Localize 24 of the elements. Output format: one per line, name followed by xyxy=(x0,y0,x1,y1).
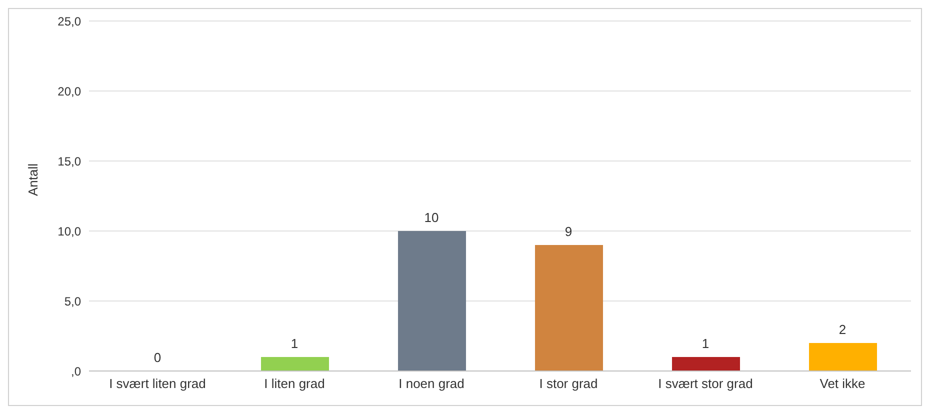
x-tick-label: I noen grad xyxy=(398,376,464,392)
data-label: 9 xyxy=(564,224,572,239)
data-label: 10 xyxy=(424,210,439,225)
x-tick-label: I svært liten grad xyxy=(109,376,206,392)
bar xyxy=(535,245,603,371)
bar xyxy=(809,343,877,371)
bar xyxy=(261,357,329,371)
x-tick-label: I stor grad xyxy=(539,376,598,392)
y-tick-label: 5,0 xyxy=(64,294,82,308)
x-tick-label: I liten grad xyxy=(264,376,325,392)
y-tick-label: 25,0 xyxy=(58,14,82,28)
bar xyxy=(398,231,466,371)
y-axis-title: Antall xyxy=(26,163,41,196)
y-tick-label: 15,0 xyxy=(58,154,82,168)
y-tick-label: 20,0 xyxy=(58,84,82,98)
y-tick-label: ,0 xyxy=(70,364,82,378)
data-label: 0 xyxy=(154,350,162,365)
y-tick-label: 10,0 xyxy=(58,224,82,238)
data-label: 2 xyxy=(838,322,846,337)
x-tick-label: I svært stor grad xyxy=(658,376,753,392)
data-label: 1 xyxy=(290,336,298,351)
bar xyxy=(672,357,740,371)
data-label: 1 xyxy=(702,336,710,351)
x-tick-label: Vet ikke xyxy=(820,376,866,392)
